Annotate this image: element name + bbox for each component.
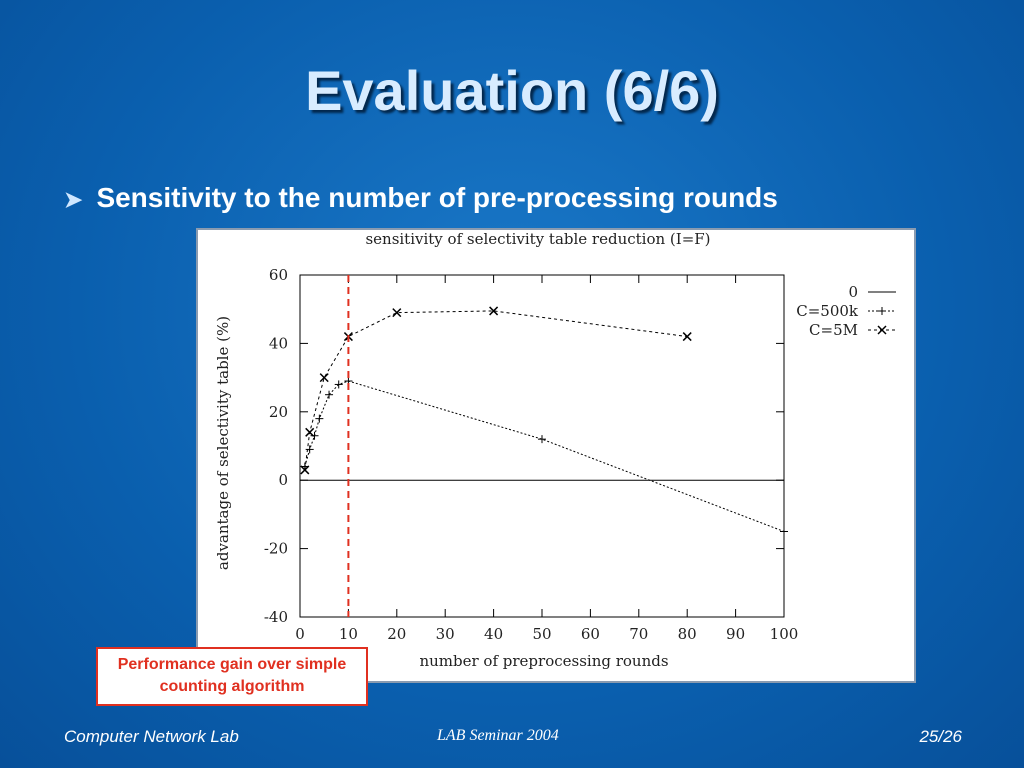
- point: [334, 380, 343, 389]
- x-tick-label: 80: [678, 625, 697, 643]
- chart: sensitivity of selectivity table reducti…: [214, 230, 896, 670]
- point: [325, 390, 334, 399]
- legend-label: C=5M: [809, 321, 858, 339]
- point: [392, 308, 402, 318]
- point: [300, 465, 310, 475]
- chart-box: sensitivity of selectivity table reducti…: [196, 228, 916, 683]
- y-tick-label: 0: [278, 471, 288, 489]
- x-tick-label: 70: [629, 625, 648, 643]
- x-tick-label: 50: [532, 625, 551, 643]
- x-tick-label: 20: [387, 625, 406, 643]
- x-axis-label: number of preprocessing rounds: [419, 652, 668, 670]
- y-tick-label: 40: [269, 334, 288, 352]
- marker-stroke: [319, 373, 329, 383]
- marker-stroke: [300, 465, 310, 475]
- x-tick-label: 90: [726, 625, 745, 643]
- bullet-text: Sensitivity to the number of pre-process…: [96, 182, 778, 213]
- point: [682, 332, 692, 342]
- point: [310, 431, 319, 440]
- point: [305, 445, 314, 454]
- point: [315, 414, 324, 423]
- point: [538, 435, 546, 444]
- footer-center: LAB Seminar 2004: [437, 727, 559, 744]
- footer-left: Computer Network Lab: [64, 727, 239, 746]
- series-line: [304, 380, 785, 532]
- x-tick-label: 60: [581, 625, 600, 643]
- point: [319, 373, 329, 383]
- point: [489, 306, 499, 316]
- point: [878, 307, 886, 315]
- bullet: ➤ Sensitivity to the number of pre-proces…: [64, 182, 778, 213]
- x-tick-label: 30: [436, 625, 455, 643]
- y-tick-label: 60: [269, 266, 288, 284]
- slide-title: Evaluation (6/6): [305, 59, 719, 122]
- y-tick-label: 20: [269, 403, 288, 421]
- point: [877, 325, 887, 335]
- y-tick-label: -40: [264, 608, 288, 626]
- x-tick-label: 100: [770, 625, 799, 643]
- marker-stroke: [682, 332, 692, 342]
- point: [305, 427, 315, 437]
- plot-frame: [299, 274, 785, 618]
- x-tick-label: 40: [484, 625, 503, 643]
- marker-stroke: [877, 325, 887, 335]
- footer-right: 25/26: [919, 727, 962, 746]
- marker-stroke: [305, 427, 315, 437]
- point: [780, 527, 788, 536]
- x-tick-label: 0: [295, 625, 305, 643]
- chart-title: sensitivity of selectivity table reducti…: [365, 230, 710, 248]
- series-line: [304, 310, 688, 471]
- x-tick-label: 10: [339, 625, 358, 643]
- legend-label: 0: [848, 283, 858, 301]
- marker-stroke: [392, 308, 402, 318]
- marker-stroke: [489, 306, 499, 316]
- legend-label: C=500k: [796, 302, 859, 320]
- callout: Performance gain over simple counting al…: [96, 647, 368, 706]
- y-tick-label: -20: [264, 540, 288, 558]
- y-axis-label: advantage of selectivity table (%): [214, 316, 232, 570]
